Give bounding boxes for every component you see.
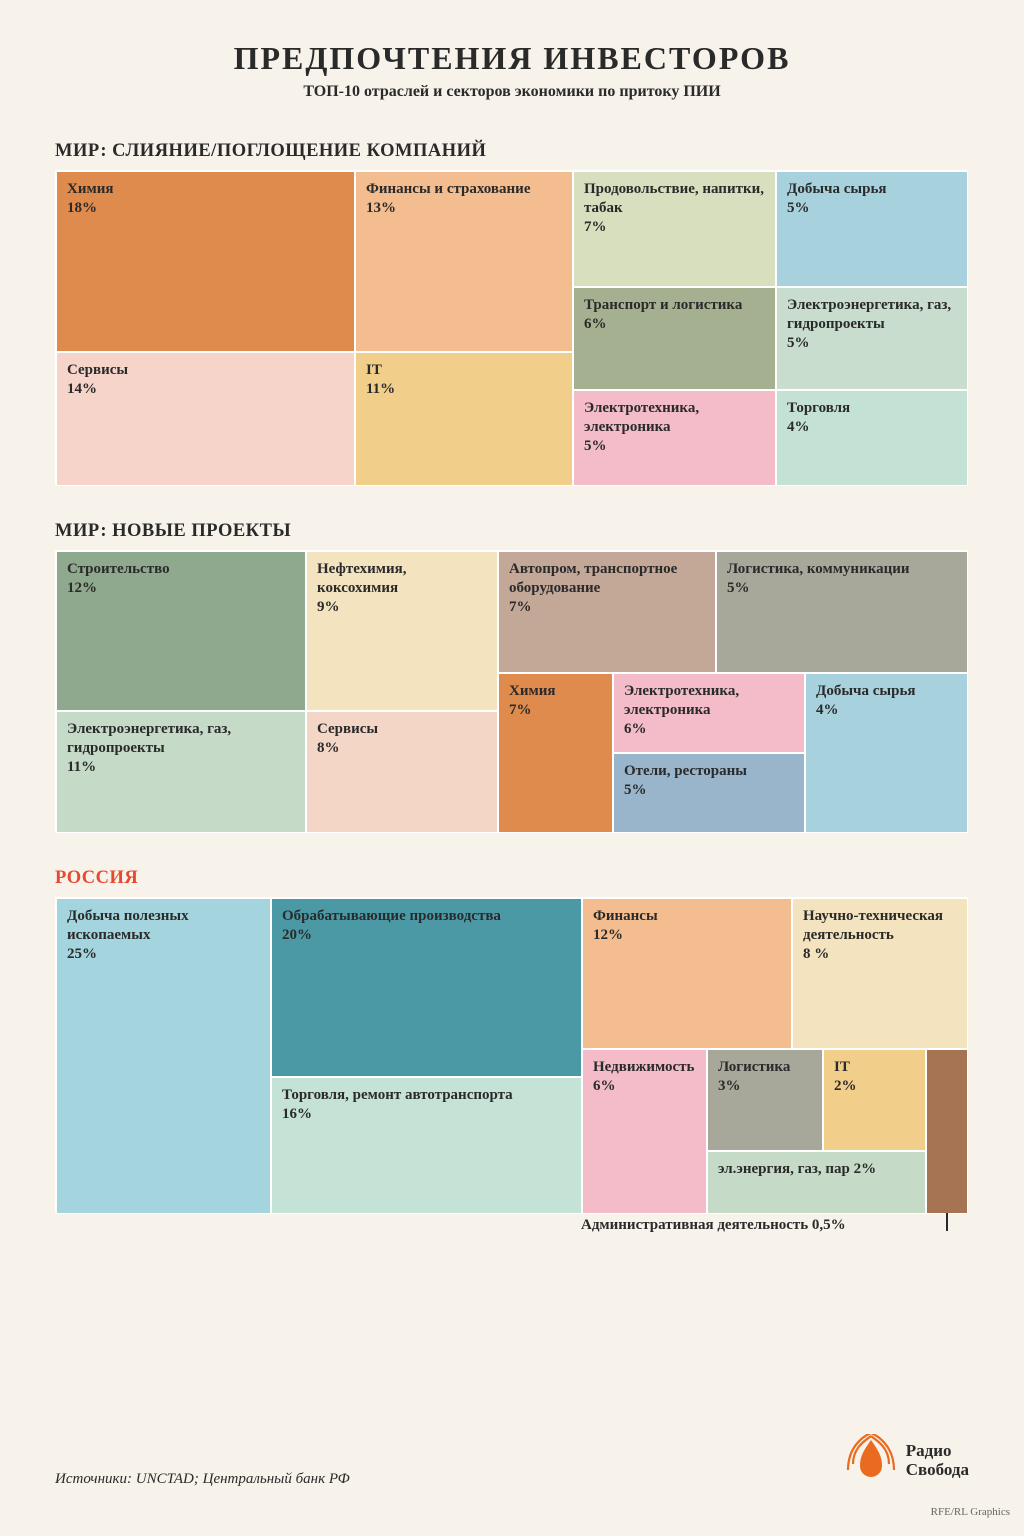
treemap-cell: Добыча сырья5% [776,171,968,287]
treemap-cell: Электротехника, электроника5% [573,390,776,486]
logo-text: Радио Свобода [906,1442,969,1479]
treemap-cell: Нефтехимия, коксохимия9% [306,551,498,711]
treemap-cell: IT11% [355,352,573,486]
treemap-cell: Транспорт и логистика6% [573,287,776,390]
treemap-cell: Химия18% [56,171,355,352]
flame-icon [844,1434,898,1488]
treemap-cell: Торговля, ремонт автотранспорта16% [271,1077,582,1214]
treemap-cell: Добыча полезных ископаемых25% [56,898,271,1214]
treemap-cell: Обрабатывающие производства20% [271,898,582,1077]
treemap-cell: Торговля4% [776,390,968,486]
attribution: RFE/RL Graphics [931,1506,1010,1518]
treemap-world-ma: Химия18%Сервисы14%Финансы и страхование1… [55,170,967,485]
treemap-cell: Строительство12% [56,551,306,711]
treemap-cell: Сервисы14% [56,352,355,486]
sources-footer: Источники: UNCTAD; Центральный банк РФ [55,1471,350,1488]
treemap-cell: Недвижи­мость6% [582,1049,707,1214]
section-head-1: МИР: СЛИЯНИЕ/ПОГЛОЩЕНИЕ КОМПАНИЙ [55,141,969,162]
treemap-cell: Логистика3% [707,1049,823,1151]
treemap-cell: Электроэнергетика, газ, гидропроекты11% [56,711,306,833]
treemap-cell: Продовольствие, напитки, табак7% [573,171,776,287]
treemap-cell: Сервисы8% [306,711,498,833]
treemap-cell: Добыча сырья4% [805,673,968,833]
page-subtitle: ТОП-10 отраслей и секторов экономики по … [55,83,969,101]
treemap-cell: эл.энергия, газ, пар 2% [707,1151,926,1214]
treemap-cell: IT2% [823,1049,926,1151]
treemap-cell: Электроэнерге­тика, газ, гидропроекты5% [776,287,968,390]
treemap-cell: Автопром, транспортное оборудование7% [498,551,716,673]
treemap-cell: Химия7% [498,673,613,833]
treemap-world-new: Строительство12%Электроэнергетика, газ, … [55,550,967,832]
section-head-2: МИР: НОВЫЕ ПРОЕКТЫ [55,521,969,542]
treemap-cell [926,1049,968,1214]
treemap-russia: Добыча полезных ископаемых25%Обрабатываю… [55,897,967,1213]
page-title: ПРЕДПОЧТЕНИЯ ИНВЕСТОРОВ [55,40,969,77]
annotation-leader [946,1213,948,1231]
treemap-cell: Отели, рестораны5% [613,753,805,833]
annotation-admin: Административная деятельность 0,5% [581,1217,846,1234]
treemap-cell: Научно-техническая деятельность8 % [792,898,968,1049]
logo: Радио Свобода [844,1434,969,1488]
treemap-cell: Электротехника, электроника6% [613,673,805,753]
section-head-3: РОССИЯ [55,868,969,889]
treemap-cell: Финансы12% [582,898,792,1049]
treemap-cell: Логистика, коммуникации5% [716,551,968,673]
treemap-cell: Финансы и страхование13% [355,171,573,352]
